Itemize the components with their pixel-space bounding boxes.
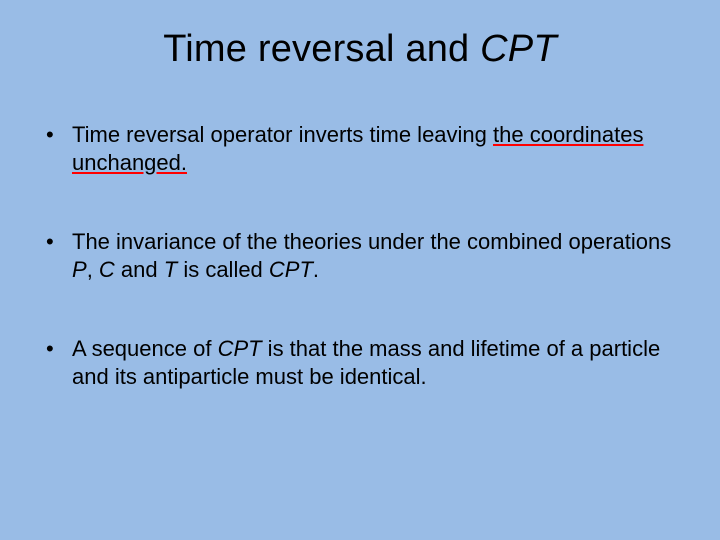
italic-p: P [72,257,87,282]
list-item: Time reversal operator inverts time leav… [40,121,680,176]
slide-title: Time reversal and CPT [0,0,720,81]
bullet-text-after: . [313,257,319,282]
bullet-list: Time reversal operator inverts time leav… [40,121,680,390]
title-text: Time reversal and [163,28,480,70]
italic-c: C [99,257,115,282]
italic-cpt: CPT [218,336,262,361]
slide-body: Time reversal operator inverts time leav… [0,81,720,390]
bullet-text: is called [177,257,269,282]
bullet-text: A sequence of [72,336,218,361]
bullet-text: and [115,257,164,282]
bullet-text: , [87,257,99,282]
list-item: The invariance of the theories under the… [40,228,680,283]
slide: Time reversal and CPT Time reversal oper… [0,0,720,540]
list-item: A sequence of CPT is that the mass and l… [40,335,680,390]
italic-cpt: CPT [269,257,313,282]
italic-t: T [164,257,177,282]
title-italic: CPT [480,28,557,70]
bullet-text: The invariance of the theories under the… [72,229,671,254]
bullet-text: Time reversal operator inverts time leav… [72,122,493,147]
